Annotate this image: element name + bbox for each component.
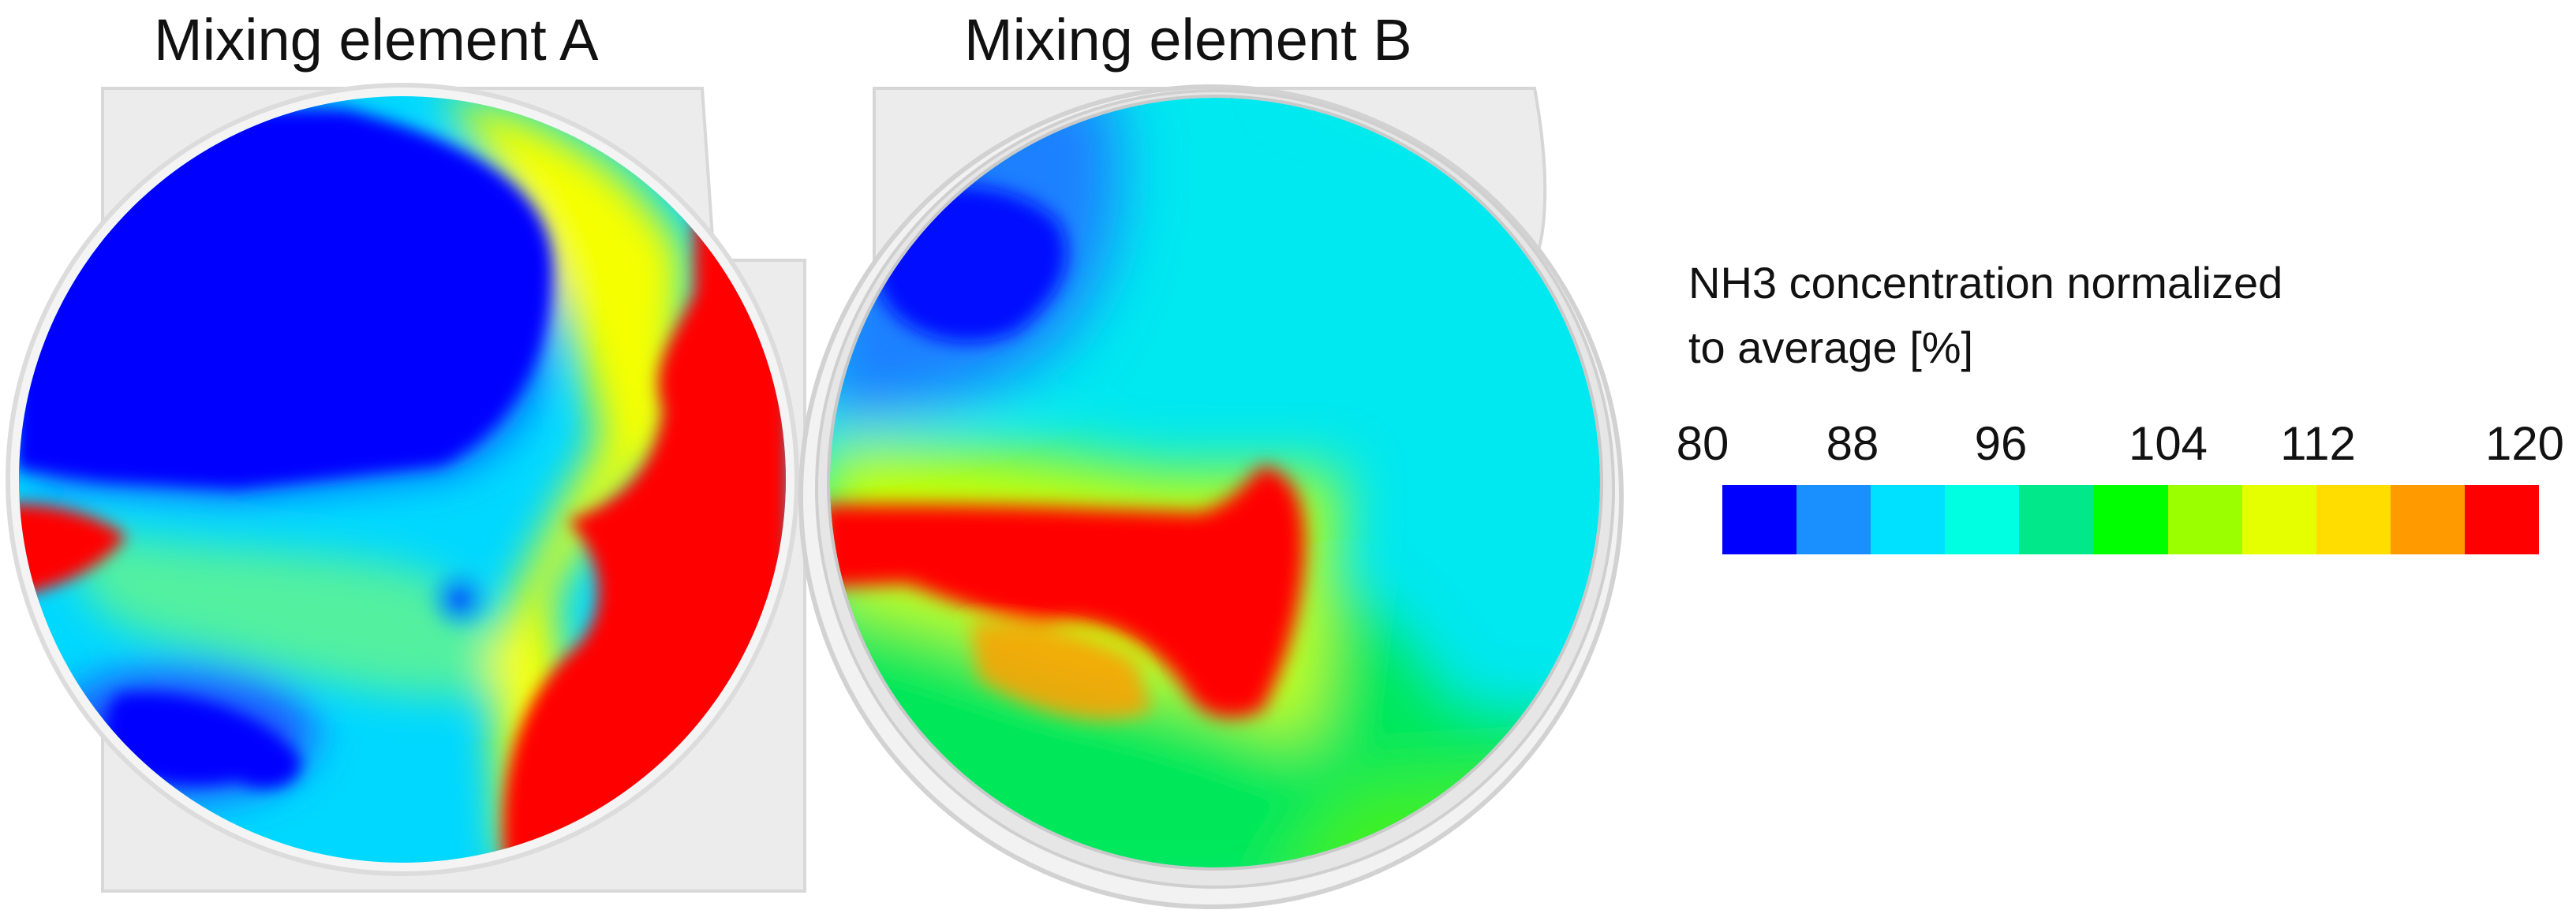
legend-swatch-6 xyxy=(2167,485,2242,554)
legend-swatch-8 xyxy=(2316,485,2391,554)
title-mixing-element-b: Mixing element B xyxy=(964,7,1412,73)
legend-swatch-4 xyxy=(2019,485,2094,554)
contour-field-b xyxy=(830,98,1600,867)
legend-tick-80: 80 xyxy=(1676,417,1729,470)
legend-swatch-9 xyxy=(2390,485,2465,554)
legend-swatch-2 xyxy=(1871,485,1946,554)
legend-swatch-7 xyxy=(2241,485,2316,554)
legend-title-line1: NH3 concentration normalized xyxy=(1688,258,2283,308)
legend-swatch-5 xyxy=(2093,485,2168,554)
legend-tick-112: 112 xyxy=(2280,417,2356,470)
legend-tick-104: 104 xyxy=(2128,417,2208,470)
legend-colorbar xyxy=(1722,485,2540,554)
legend-swatch-10 xyxy=(2464,485,2540,554)
legend-tick-96: 96 xyxy=(1974,417,2028,470)
legend-tick-120: 120 xyxy=(2484,417,2565,470)
contour-plot-a xyxy=(6,83,806,893)
legend-swatch-0 xyxy=(1722,485,1797,554)
legend-title: NH3 concentration normalized to average … xyxy=(1688,251,2493,380)
legend-title-line2: to average [%] xyxy=(1688,323,1974,372)
legend-swatch-3 xyxy=(1945,485,2020,554)
legend-tick-88: 88 xyxy=(1826,417,1879,470)
title-mixing-element-a: Mixing element A xyxy=(154,7,599,73)
legend-swatch-1 xyxy=(1796,485,1871,554)
contour-plot-b xyxy=(798,84,1624,909)
